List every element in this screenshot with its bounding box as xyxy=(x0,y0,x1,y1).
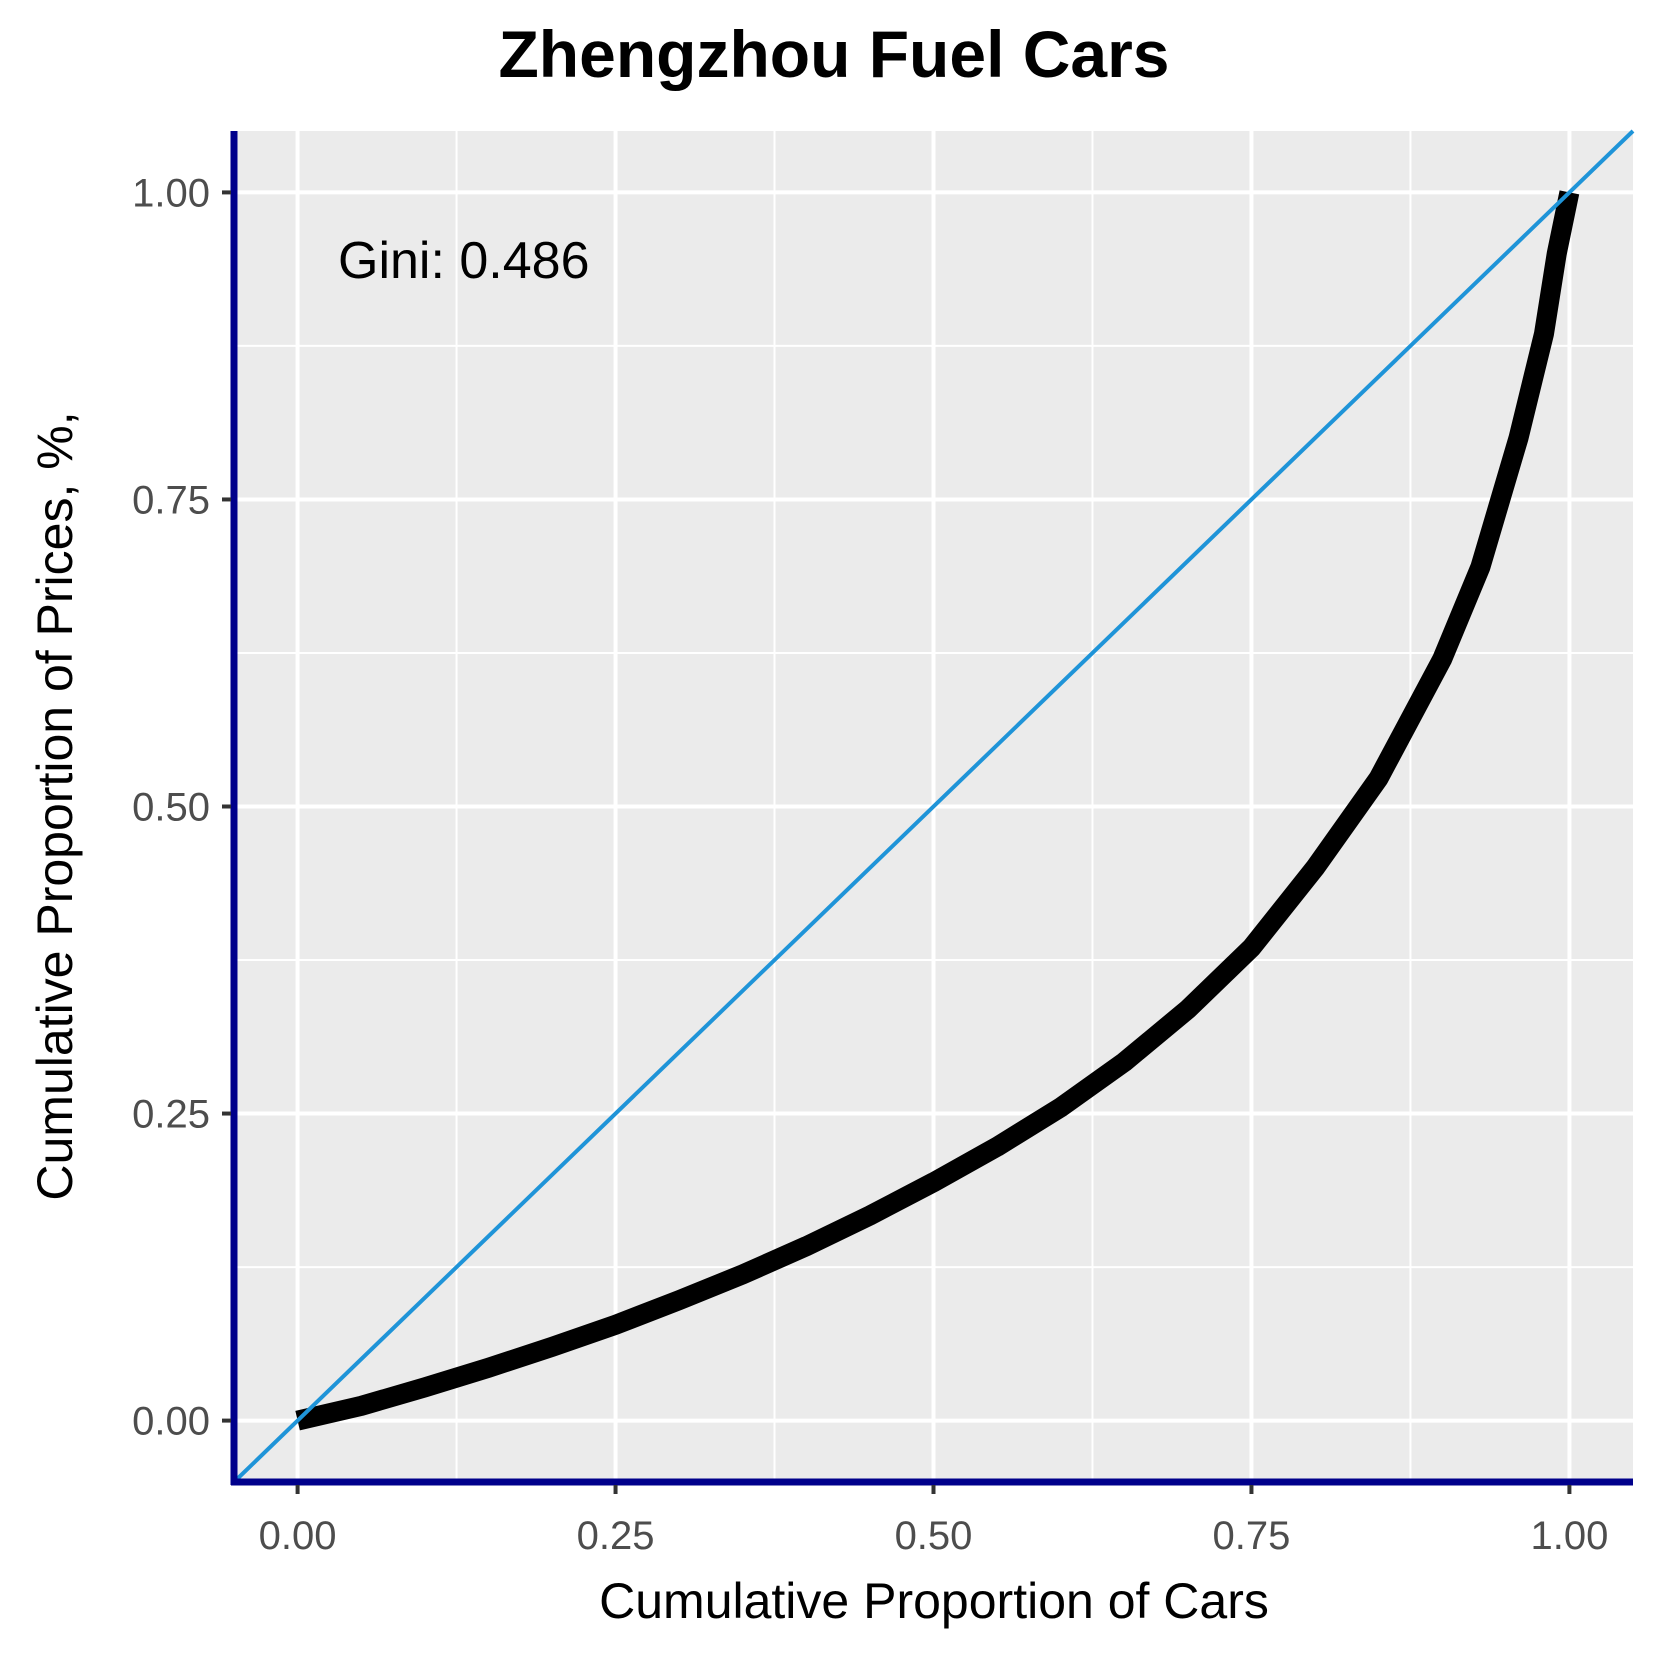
lorenz-curve xyxy=(295,190,1580,1431)
y-tick-label: 1.00 xyxy=(132,171,210,215)
x-tick-label: 0.00 xyxy=(259,1514,337,1558)
tick-labels: 0.00 0.25 0.50 0.75 1.00 0.00 0.25 0.50 0.75 1.00 xyxy=(132,171,1608,1558)
equality-line xyxy=(232,129,1635,1484)
x-tick-label: 0.25 xyxy=(577,1514,655,1558)
x-tick-label: 1.00 xyxy=(1530,1514,1608,1558)
series-lines xyxy=(232,129,1635,1484)
x-tick-label: 0.50 xyxy=(895,1514,973,1558)
y-axis-title: Cumulative Proportion of Prices, %, xyxy=(27,411,83,1200)
y-tick-label: 0.50 xyxy=(132,786,210,830)
y-tick-label: 0.75 xyxy=(132,478,210,522)
y-tick-label: 0.00 xyxy=(132,1400,210,1444)
chart-title: Zhengzhou Fuel Cars xyxy=(498,17,1169,91)
x-tick-label: 0.75 xyxy=(1213,1514,1291,1558)
axes xyxy=(222,131,1633,1494)
gini-annotation: Gini: 0.486 xyxy=(338,232,590,290)
y-tick-label: 0.25 xyxy=(132,1093,210,1137)
x-axis-title: Cumulative Proportion of Cars xyxy=(599,1573,1269,1629)
